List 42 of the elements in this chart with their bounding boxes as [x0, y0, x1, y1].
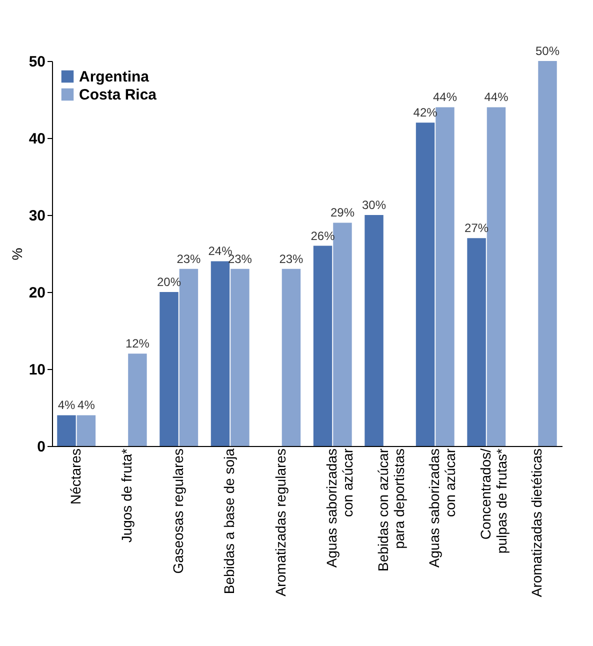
x-tick-label: Aguas saborizadas con azúcar [324, 448, 356, 568]
bar [282, 268, 301, 446]
data-label: 23% [176, 252, 202, 266]
bar [76, 415, 96, 446]
bar [467, 238, 486, 446]
data-label: 50% [535, 44, 560, 58]
bar [416, 122, 435, 446]
bar [128, 354, 147, 446]
bar [364, 215, 384, 446]
y-tick-label: 20 [28, 284, 46, 302]
data-label: 30% [362, 198, 386, 212]
bar [333, 222, 352, 446]
y-tick-label: 40 [28, 130, 46, 148]
x-tick-label: Aromatizadas regulares [272, 448, 288, 596]
bar [230, 268, 250, 446]
bar [538, 61, 557, 446]
bar [160, 292, 178, 446]
data-label: 44% [432, 90, 458, 104]
x-tick-label: Jugos de fruta* [118, 448, 135, 543]
bar [436, 107, 454, 446]
bar [486, 107, 506, 446]
x-tick-label: Aromatizadas dietéticas [528, 448, 545, 598]
data-label: 12% [125, 336, 150, 351]
y-tick-label: 0 [37, 438, 46, 456]
data-label: 44% [484, 90, 509, 104]
x-tick-label: Néctares [67, 448, 84, 505]
bar [313, 246, 332, 446]
legend-label: Argentina [79, 68, 150, 86]
y-tick-label: 30 [28, 208, 46, 224]
data-label: 4% [58, 398, 76, 412]
bar [179, 268, 198, 446]
bar [210, 261, 230, 446]
data-label: 23% [279, 252, 304, 266]
data-label: 29% [330, 206, 355, 220]
y-tick-label: 10 [28, 362, 46, 378]
y-axis-title: % [8, 248, 25, 260]
data-label: 4% [78, 398, 96, 412]
y-tick-label: 50 [28, 54, 46, 70]
bar [57, 415, 76, 446]
legend-label: Costa Rica [79, 86, 158, 104]
x-tick-label: Bebidas a base de soja [221, 448, 238, 594]
x-tick-label: Gaseosas regulares [170, 448, 186, 574]
